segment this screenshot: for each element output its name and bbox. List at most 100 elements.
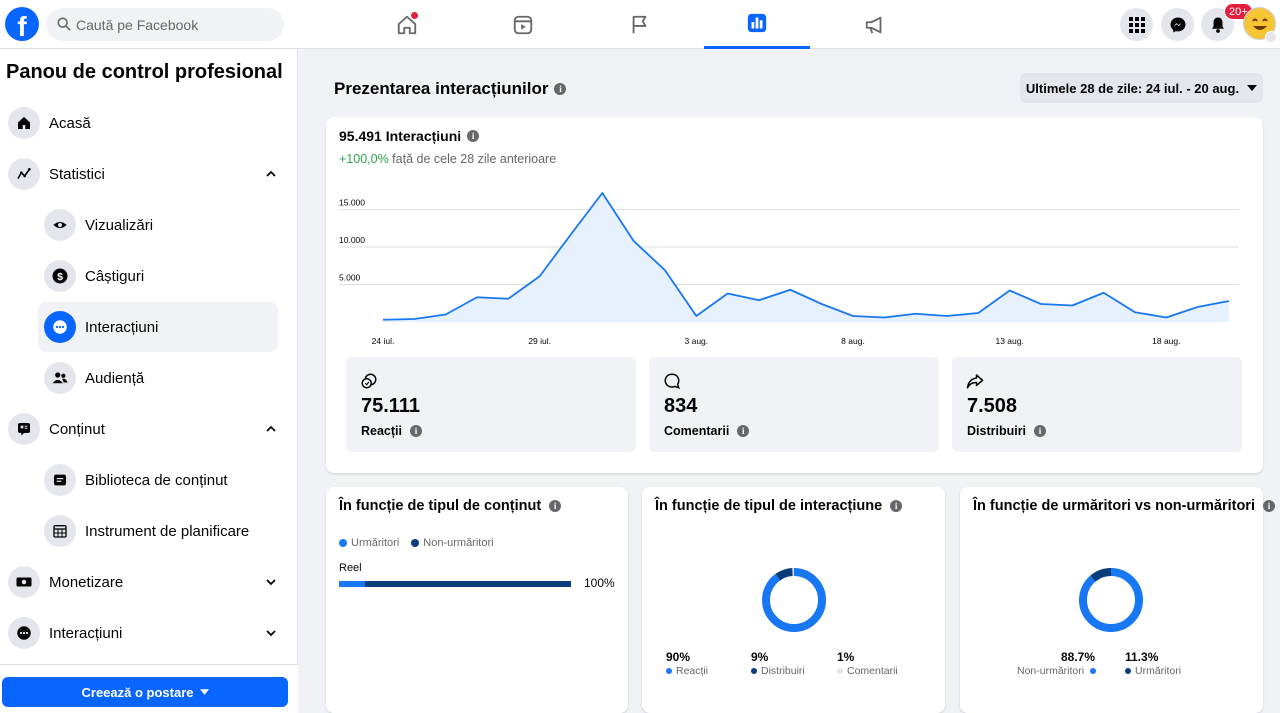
data-point[interactable] <box>1038 301 1044 307</box>
sidebar-item-castiguri[interactable]: $ Câștiguri <box>44 251 278 301</box>
data-point[interactable] <box>474 294 480 300</box>
reactii-label: Reacții i <box>361 424 422 438</box>
data-point[interactable] <box>881 315 887 321</box>
video-icon <box>513 15 533 34</box>
home-icon <box>8 107 40 139</box>
sidebar-item-planificare[interactable]: Instrument de planificare <box>44 506 278 556</box>
info-icon[interactable]: i <box>1262 500 1275 512</box>
sidebar-item-monetizare[interactable]: Monetizare <box>8 557 278 607</box>
sidebar-item-biblioteca[interactable]: Biblioteca de conținut <box>44 455 278 505</box>
sidebar-item-interactiuni[interactable]: Interacțiuni <box>8 608 278 658</box>
data-point[interactable] <box>1007 288 1013 294</box>
info-icon[interactable]: i <box>549 500 562 512</box>
reactii-label-text: Reacții <box>361 424 402 438</box>
data-point[interactable] <box>443 312 449 318</box>
total-interactions-text: 95.491 Interacțiuni <box>339 128 462 144</box>
date-range-selector[interactable]: Ultimele 28 de zile: 24 iul. - 20 aug. <box>1020 73 1263 103</box>
sidebar-item-label: Vizualizări <box>85 216 154 234</box>
chart-icon <box>747 13 767 33</box>
account-chevron[interactable] <box>1265 31 1277 43</box>
followers-title-text: În funcție de urmăritori vs non-urmărito… <box>973 498 1255 514</box>
data-point[interactable] <box>537 273 543 279</box>
trend-line-icon <box>8 158 40 190</box>
chevron-down-icon[interactable] <box>264 575 278 589</box>
search-box[interactable] <box>46 8 284 41</box>
nav-tab-ads[interactable] <box>822 0 928 49</box>
data-point[interactable] <box>913 311 919 317</box>
data-point[interactable] <box>756 297 762 303</box>
menu-button[interactable] <box>1120 8 1153 41</box>
data-point[interactable] <box>380 317 386 323</box>
data-point[interactable] <box>850 313 856 319</box>
chat-bubble-icon <box>44 311 76 343</box>
stat-card-comentarii: 834 Comentarii i <box>649 357 939 452</box>
info-icon[interactable]: i <box>737 425 750 437</box>
info-icon[interactable]: i <box>410 425 422 437</box>
interactions-overview-card: 95.491 Interacțiuni i +100,0% față de ce… <box>326 117 1263 473</box>
eye-icon <box>44 209 76 241</box>
sidebar-item-label: Monetizare <box>49 573 124 591</box>
data-point[interactable] <box>1101 290 1107 296</box>
megaphone-icon <box>865 16 882 34</box>
chevron-down-icon[interactable] <box>264 626 278 640</box>
content-type-card: În funcție de tipul de conținut i Urmărit… <box>326 487 628 713</box>
facebook-logo[interactable]: f <box>5 7 39 41</box>
legend-distribuiri: Distribuiri <box>751 665 805 677</box>
data-point[interactable] <box>787 287 793 293</box>
chevron-up-icon[interactable] <box>264 422 278 436</box>
caret-down-icon <box>199 689 209 695</box>
info-icon[interactable]: i <box>1034 425 1047 437</box>
page-title: Prezentarea interacțiunilor i <box>334 79 567 99</box>
data-point[interactable] <box>1132 309 1138 315</box>
sidebar-item-acasa[interactable]: Acasă <box>8 98 278 148</box>
nav-tab-home[interactable] <box>354 0 460 49</box>
profile-avatar[interactable] <box>1243 7 1276 40</box>
data-point[interactable] <box>1163 315 1169 321</box>
search-icon <box>57 17 71 31</box>
reel-bar <box>339 581 571 587</box>
sidebar-item-statistici[interactable]: Statistici <box>8 149 278 199</box>
sidebar-item-interactiuni-active[interactable]: Interacțiuni <box>38 302 278 352</box>
followers-title: În funcție de urmăritori vs non-urmărito… <box>973 498 1275 514</box>
messenger-icon <box>1170 17 1185 32</box>
followers-percent: 11.3% <box>1125 650 1159 664</box>
data-point[interactable] <box>631 238 637 244</box>
data-point[interactable] <box>662 267 668 273</box>
data-point[interactable] <box>693 313 699 319</box>
data-point[interactable] <box>568 231 574 237</box>
data-point[interactable] <box>1226 298 1232 304</box>
info-icon[interactable]: i <box>467 130 480 142</box>
notifications-button[interactable] <box>1201 8 1234 41</box>
dollar-icon: $ <box>44 260 76 292</box>
data-point[interactable] <box>819 301 825 307</box>
nav-tab-dashboard[interactable] <box>704 0 810 49</box>
search-input[interactable] <box>76 8 276 41</box>
data-point[interactable] <box>944 313 950 319</box>
data-point[interactable] <box>725 291 731 297</box>
data-point[interactable] <box>411 316 417 322</box>
chevron-up-icon[interactable] <box>264 167 278 181</box>
svg-text:$: $ <box>57 271 63 283</box>
info-icon[interactable]: i <box>890 500 903 512</box>
nav-tab-video[interactable] <box>470 0 576 49</box>
donut-segment[interactable] <box>1079 568 1143 632</box>
create-post-button[interactable]: Creează o postare <box>2 677 288 707</box>
messenger-button[interactable] <box>1161 8 1194 41</box>
donut-segment[interactable] <box>762 568 826 632</box>
info-icon[interactable]: i <box>554 83 567 95</box>
donut-segment[interactable] <box>762 568 826 632</box>
data-point[interactable] <box>1195 304 1201 310</box>
data-point[interactable] <box>975 310 981 316</box>
content-type-title: În funcție de tipul de conținut i <box>339 498 562 514</box>
comentarii-value: 834 <box>664 395 698 417</box>
sidebar-item-continut[interactable]: Conținut <box>8 404 278 454</box>
y-tick-label: 15.000 <box>339 198 365 208</box>
data-point[interactable] <box>505 296 511 302</box>
nav-tab-pages[interactable] <box>587 0 693 49</box>
sidebar-item-vizualizari[interactable]: Vizualizări <box>44 200 278 250</box>
data-point[interactable] <box>599 190 605 196</box>
sidebar-item-audienta[interactable]: Audiență <box>44 353 278 403</box>
data-point[interactable] <box>1069 303 1075 309</box>
home-notification-dot <box>411 12 418 19</box>
donut-segment[interactable] <box>1079 568 1143 632</box>
